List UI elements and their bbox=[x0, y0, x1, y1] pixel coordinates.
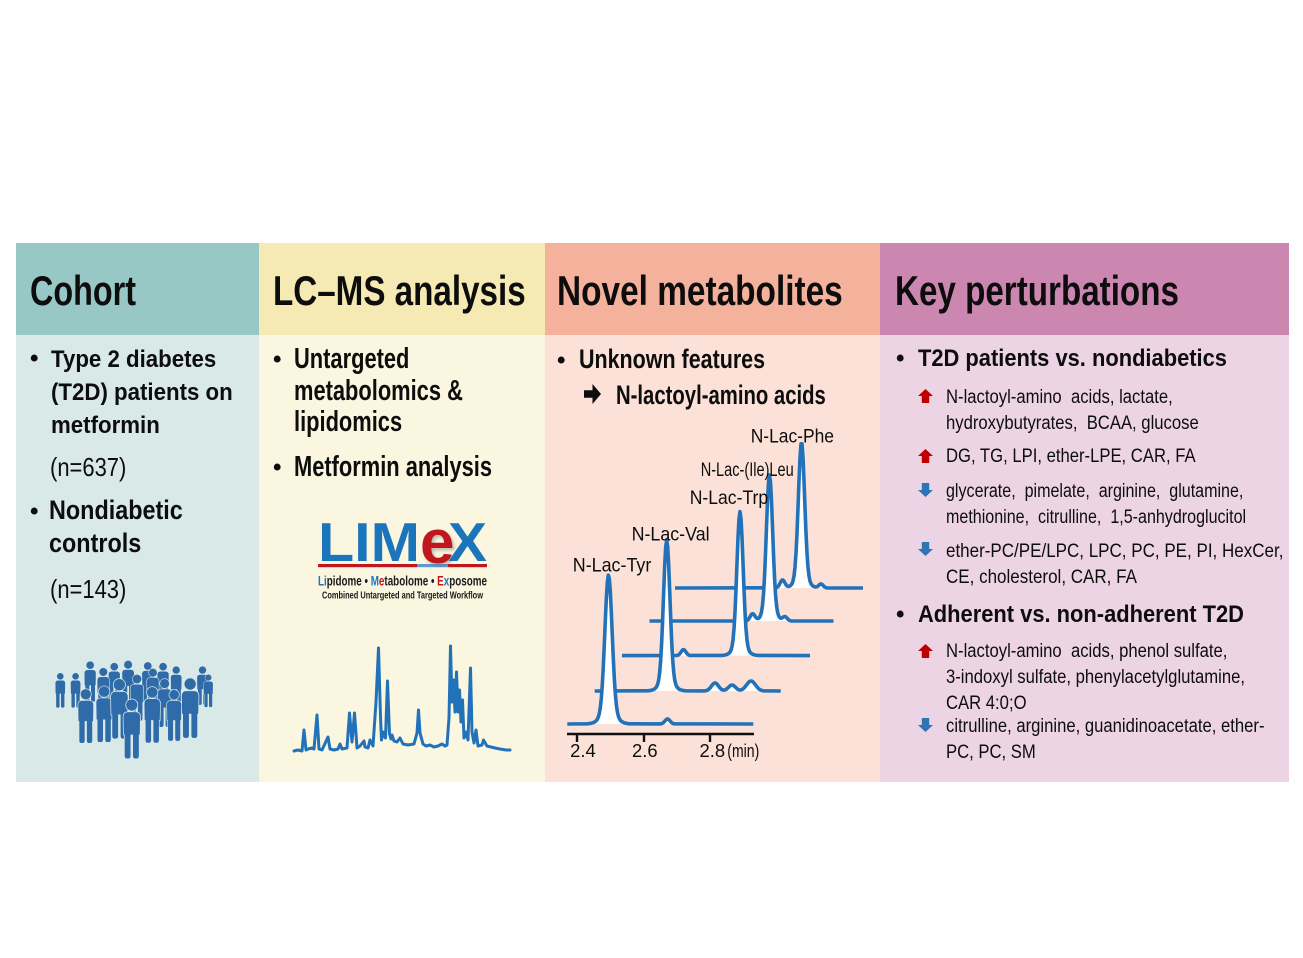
svg-text:LIM: LIM bbox=[318, 511, 420, 573]
svg-text:Combined Untargeted and Target: Combined Untargeted and Targeted Workflo… bbox=[322, 590, 484, 602]
svg-text:e: e bbox=[420, 508, 454, 577]
svg-text:N-Lac-Trp: N-Lac-Trp bbox=[690, 488, 769, 509]
svg-text:N-Lac-(Ile)Leu: N-Lac-(Ile)Leu bbox=[701, 460, 794, 481]
svg-text:2.4: 2.4 bbox=[570, 741, 596, 761]
svg-text:e: e bbox=[422, 511, 456, 580]
svg-text:(min): (min) bbox=[727, 741, 759, 761]
svg-text:N-Lac-Val: N-Lac-Val bbox=[632, 525, 710, 546]
svg-text:2.8: 2.8 bbox=[700, 741, 726, 761]
svg-text:X: X bbox=[448, 511, 487, 573]
svg-text:N-Lac-Phe: N-Lac-Phe bbox=[751, 427, 834, 448]
svg-text:2.6: 2.6 bbox=[632, 741, 658, 761]
svg-text:N-Lac-Tyr: N-Lac-Tyr bbox=[573, 556, 652, 577]
svg-text:Lipidome • Metabolome • Exposo: Lipidome • Metabolome • Exposome bbox=[318, 574, 487, 589]
